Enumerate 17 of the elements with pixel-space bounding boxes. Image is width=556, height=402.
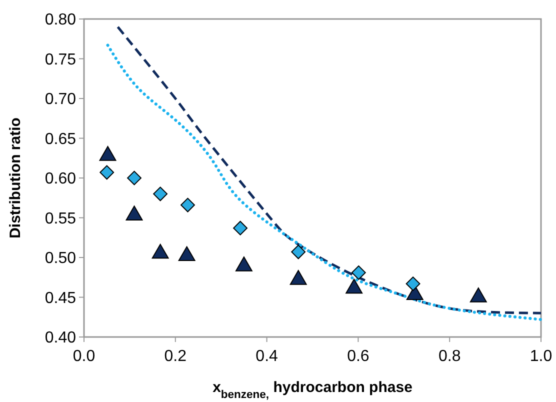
x-tick-label: 1.0: [530, 348, 552, 365]
y-tick-label: 0.70: [44, 91, 76, 108]
y-tick-label: 0.40: [44, 330, 76, 347]
y-tick-label: 0.50: [44, 250, 76, 268]
y-tick-label: 0.65: [44, 130, 76, 148]
x-tick-label: 0.8: [438, 348, 461, 365]
x-tick-label: 0.2: [164, 348, 187, 365]
x-axis-title: x$_{benzene,}$ hydrocarbon phase: [212, 379, 412, 401]
y-tick-label: 0.60: [44, 170, 76, 188]
y-axis-title: Distribution ratio: [7, 118, 24, 238]
y-tick-label: 0.80: [44, 12, 76, 29]
x-tick-label: 0.0: [72, 348, 96, 365]
x-tick-label: 0.6: [347, 348, 370, 365]
y-tick-label: 0.75: [44, 51, 76, 68]
y-tick-label: 0.45: [44, 290, 76, 307]
y-tick-label: 0.55: [44, 210, 76, 228]
x-tick-label: 0.4: [256, 348, 278, 365]
